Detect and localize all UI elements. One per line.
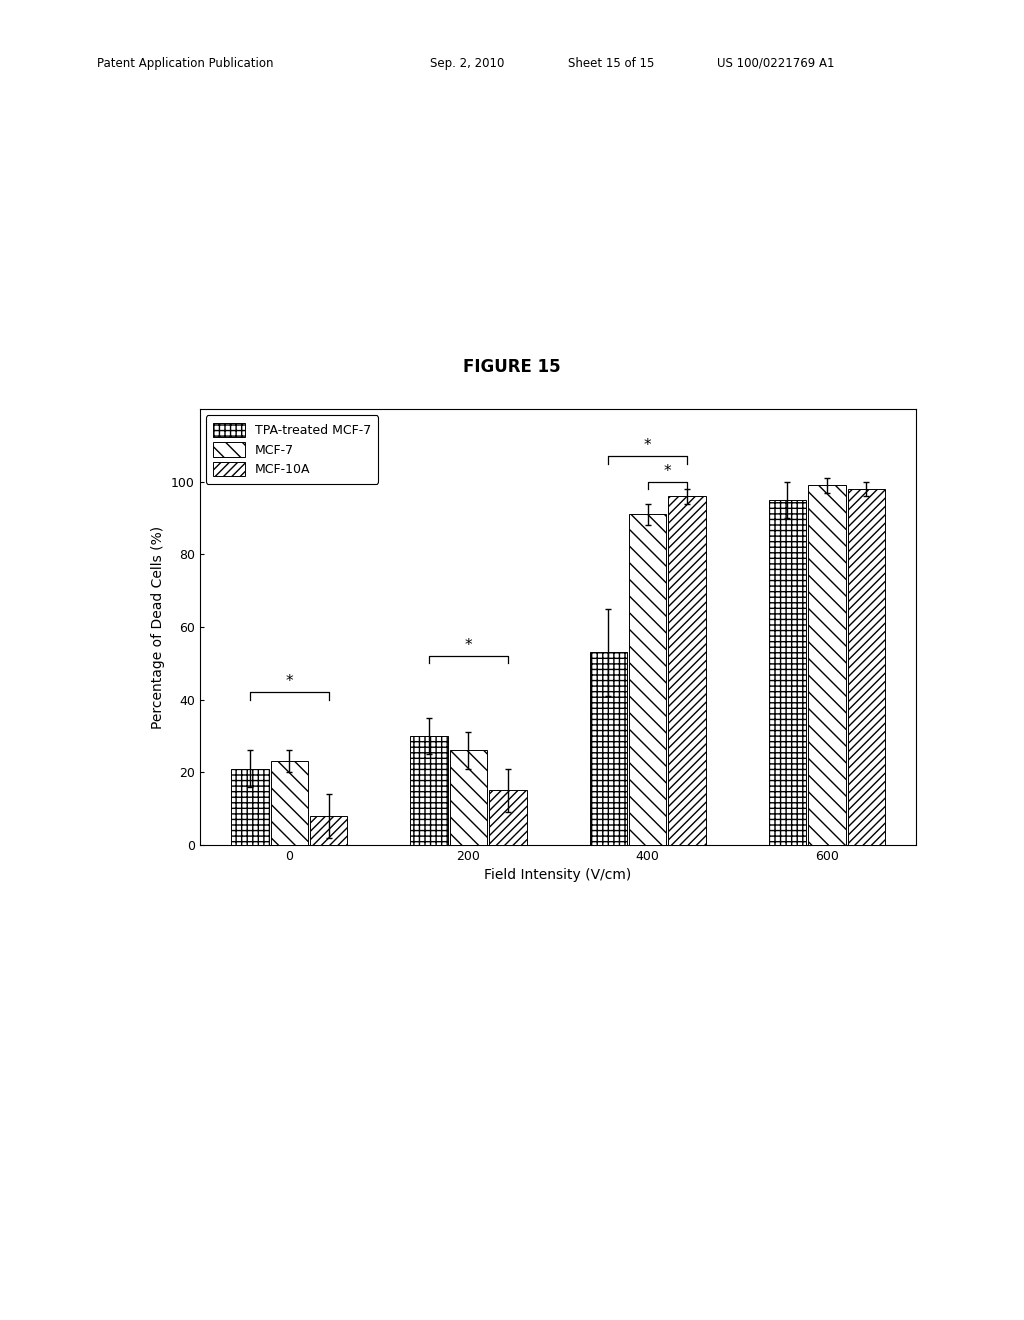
Bar bbox=[411, 737, 447, 845]
Text: Sheet 15 of 15: Sheet 15 of 15 bbox=[568, 57, 654, 70]
Bar bbox=[629, 515, 667, 845]
Legend: TPA-treated MCF-7, MCF-7, MCF-10A: TPA-treated MCF-7, MCF-7, MCF-10A bbox=[206, 416, 379, 483]
Bar bbox=[669, 496, 706, 845]
Y-axis label: Percentage of Dead Cells (%): Percentage of Dead Cells (%) bbox=[152, 525, 166, 729]
Text: Patent Application Publication: Patent Application Publication bbox=[97, 57, 273, 70]
Text: *: * bbox=[465, 638, 472, 653]
Bar bbox=[489, 791, 526, 845]
Text: Sep. 2, 2010: Sep. 2, 2010 bbox=[430, 57, 505, 70]
Text: FIGURE 15: FIGURE 15 bbox=[463, 358, 561, 376]
X-axis label: Field Intensity (V/cm): Field Intensity (V/cm) bbox=[484, 869, 632, 882]
Bar bbox=[450, 750, 487, 845]
Text: US 100/0221769 A1: US 100/0221769 A1 bbox=[717, 57, 835, 70]
Bar bbox=[270, 762, 308, 845]
Bar bbox=[310, 816, 347, 845]
Text: *: * bbox=[664, 463, 671, 479]
Text: *: * bbox=[286, 675, 293, 689]
Bar bbox=[231, 768, 268, 845]
Text: *: * bbox=[644, 438, 651, 454]
Bar bbox=[808, 486, 846, 845]
Bar bbox=[769, 500, 806, 845]
Bar bbox=[590, 652, 627, 845]
Bar bbox=[848, 490, 885, 845]
